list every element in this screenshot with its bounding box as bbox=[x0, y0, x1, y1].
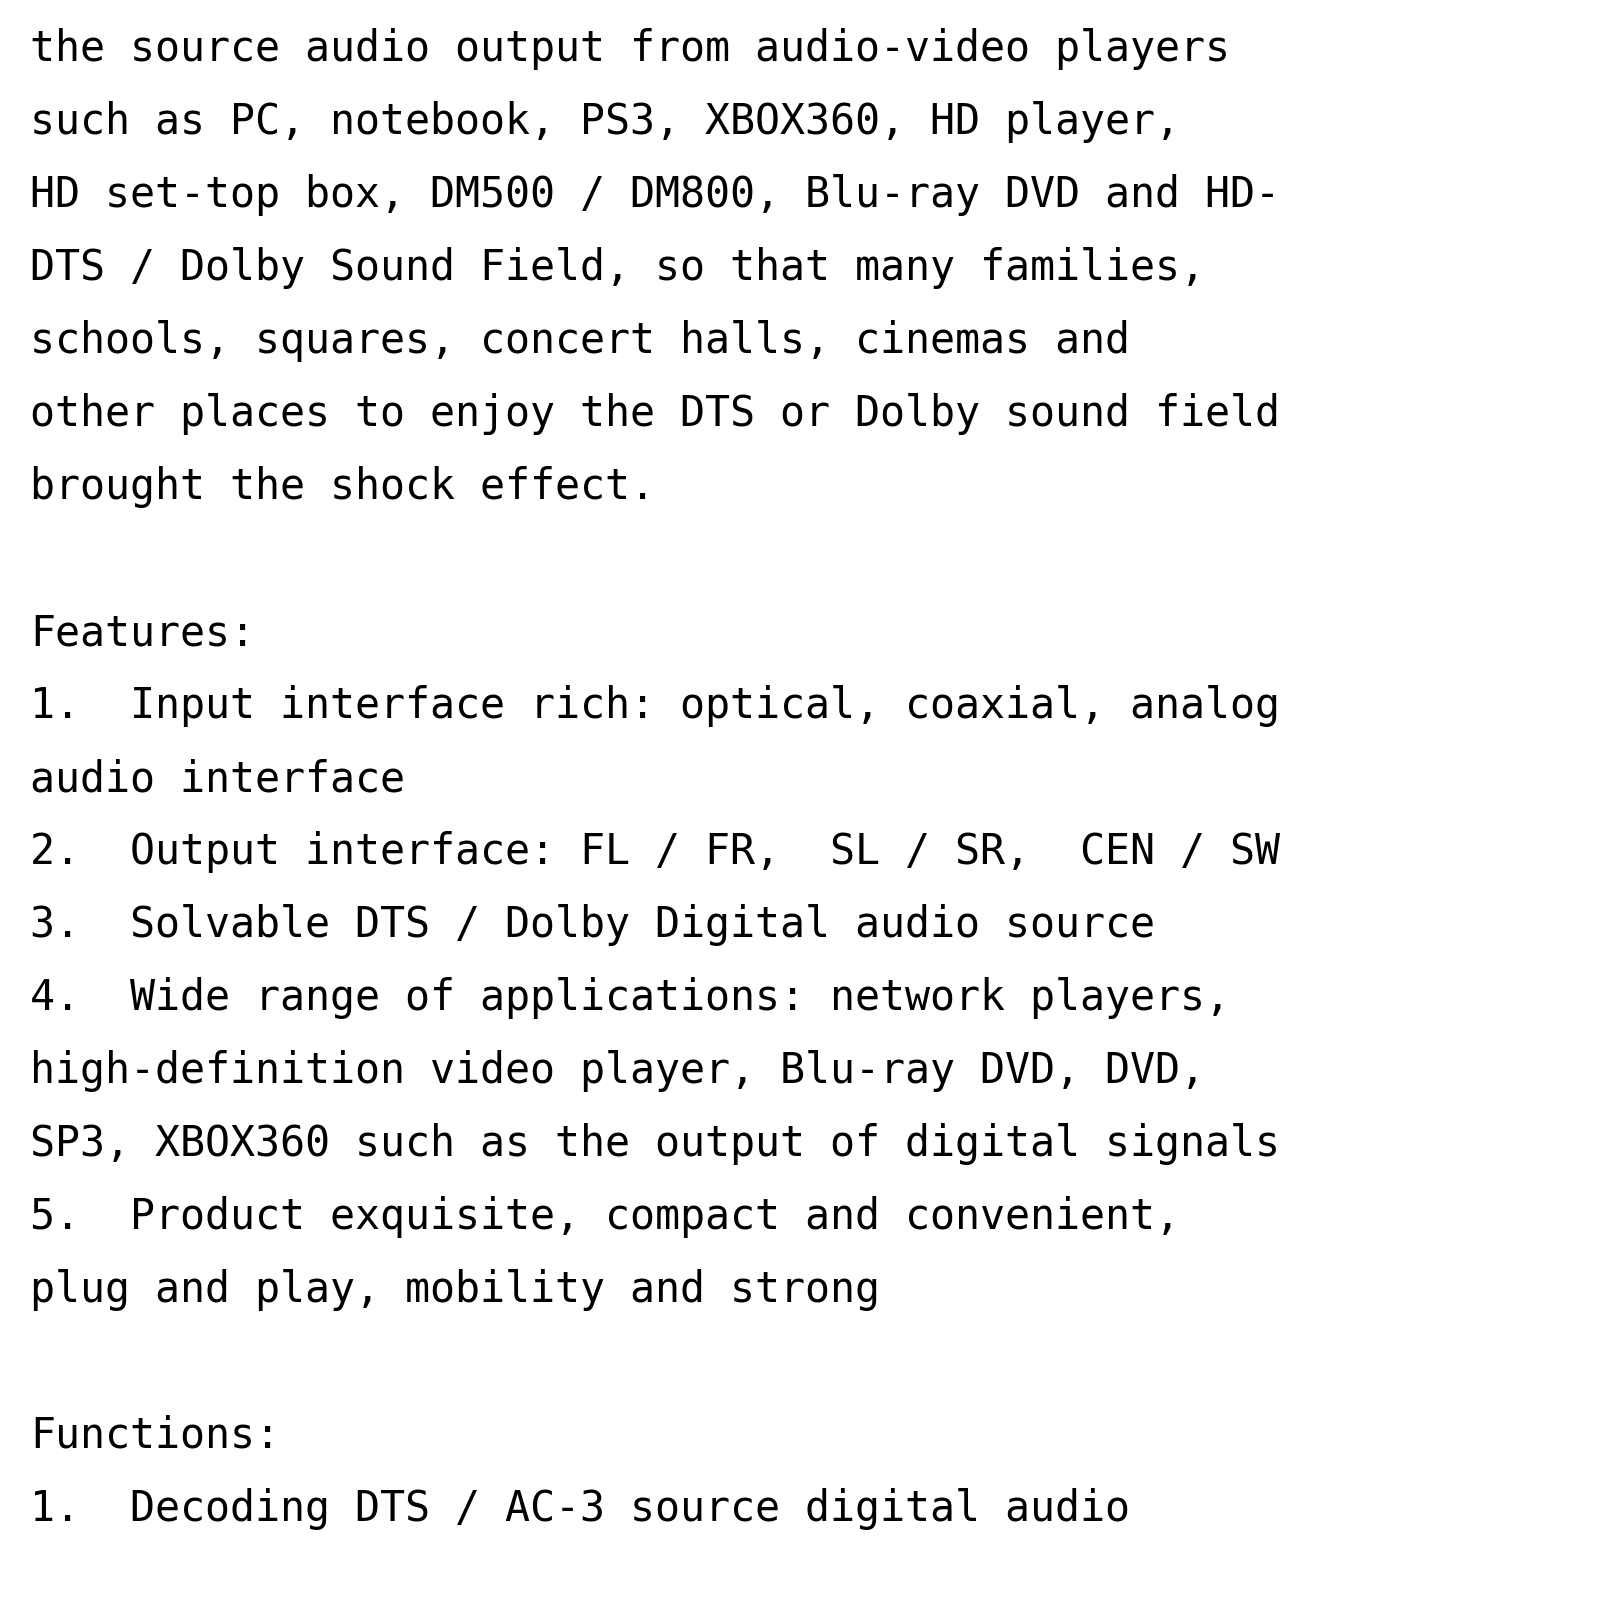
Text: the source audio output from audio-video players: the source audio output from audio-video… bbox=[30, 27, 1230, 70]
Text: DTS / Dolby Sound Field, so that many families,: DTS / Dolby Sound Field, so that many fa… bbox=[30, 246, 1205, 290]
Text: SP3, XBOX360 such as the output of digital signals: SP3, XBOX360 such as the output of digit… bbox=[30, 1123, 1280, 1165]
Text: schools, squares, concert halls, cinemas and: schools, squares, concert halls, cinemas… bbox=[30, 320, 1130, 362]
Text: 3.  Solvable DTS / Dolby Digital audio source: 3. Solvable DTS / Dolby Digital audio so… bbox=[30, 904, 1155, 946]
Text: audio interface: audio interface bbox=[30, 758, 405, 800]
Text: 4.  Wide range of applications: network players,: 4. Wide range of applications: network p… bbox=[30, 978, 1230, 1019]
Text: 1.  Input interface rich: optical, coaxial, analog: 1. Input interface rich: optical, coaxia… bbox=[30, 685, 1280, 726]
Text: Features:: Features: bbox=[30, 611, 254, 654]
Text: HD set-top box, DM500 / DM800, Blu-ray DVD and HD-: HD set-top box, DM500 / DM800, Blu-ray D… bbox=[30, 174, 1280, 216]
Text: plug and play, mobility and strong: plug and play, mobility and strong bbox=[30, 1269, 880, 1310]
Text: 2.  Output interface: FL / FR,  SL / SR,  CEN / SW: 2. Output interface: FL / FR, SL / SR, C… bbox=[30, 830, 1280, 874]
Text: such as PC, notebook, PS3, XBOX360, HD player,: such as PC, notebook, PS3, XBOX360, HD p… bbox=[30, 101, 1181, 142]
Text: brought the shock effect.: brought the shock effect. bbox=[30, 466, 654, 509]
Text: Functions:: Functions: bbox=[30, 1414, 280, 1458]
Text: 1.  Decoding DTS / AC-3 source digital audio: 1. Decoding DTS / AC-3 source digital au… bbox=[30, 1488, 1130, 1530]
Text: 5.  Product exquisite, compact and convenient,: 5. Product exquisite, compact and conven… bbox=[30, 1197, 1181, 1238]
Text: high-definition video player, Blu-ray DVD, DVD,: high-definition video player, Blu-ray DV… bbox=[30, 1050, 1205, 1091]
Text: other places to enjoy the DTS or Dolby sound field: other places to enjoy the DTS or Dolby s… bbox=[30, 394, 1280, 435]
